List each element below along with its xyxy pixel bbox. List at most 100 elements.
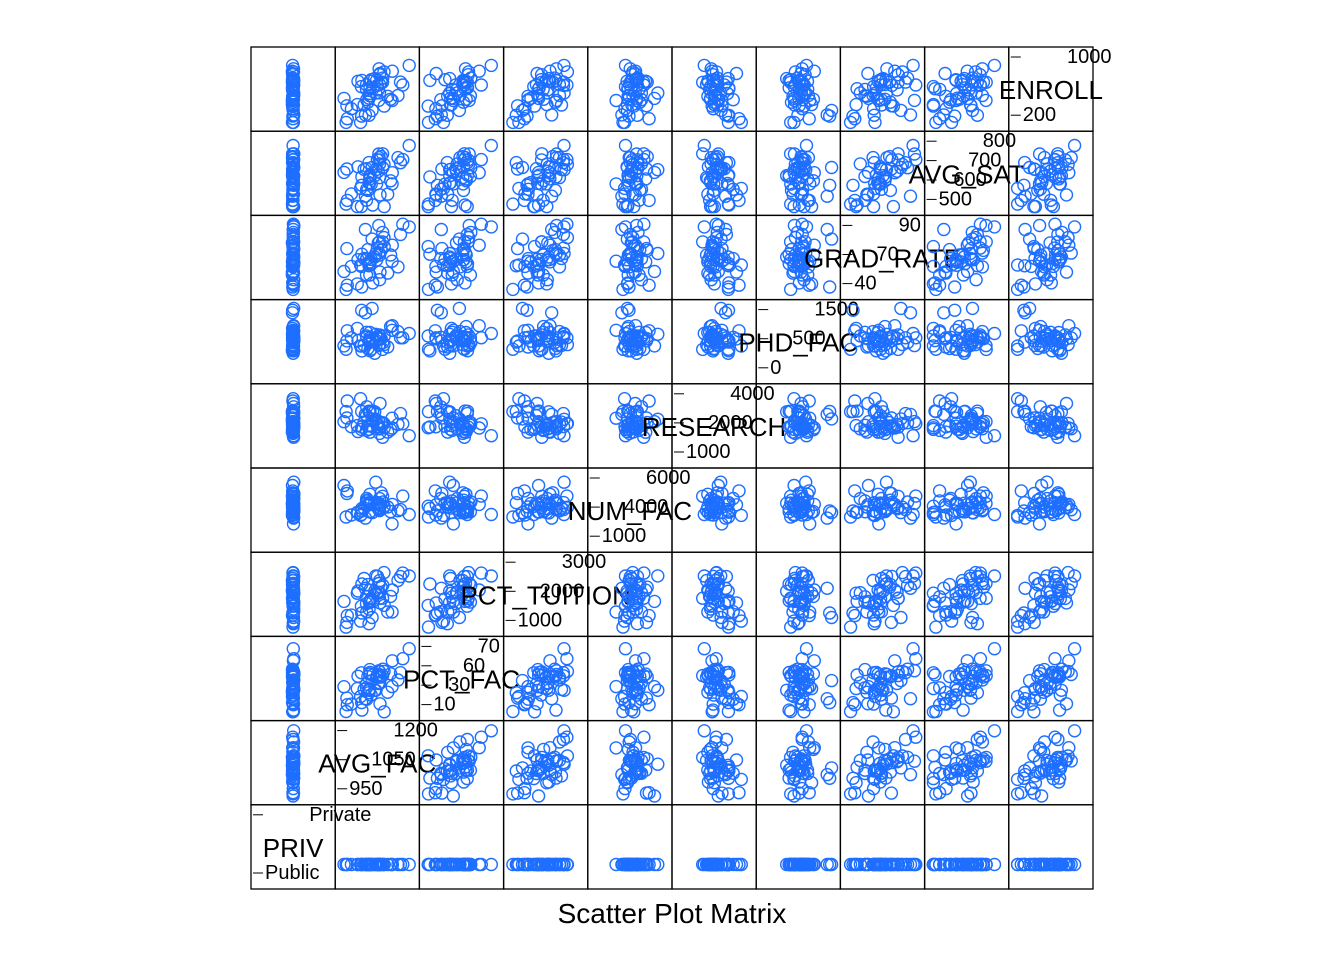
data-point [549,147,564,161]
data-point [903,407,918,422]
tick-label: Public [265,862,319,884]
data-point [651,757,665,771]
data-point [883,183,898,198]
data-point [979,664,993,678]
data-point [709,756,723,771]
data-point [456,177,470,191]
data-point [987,326,1002,341]
data-point [787,594,801,609]
data-point [484,326,498,341]
data-point [286,340,301,354]
data-point [721,303,736,317]
data-point [1018,222,1032,237]
data-point [337,339,351,353]
data-point [286,605,300,619]
data-point [552,88,567,103]
data-point [861,753,875,767]
data-point [873,177,887,191]
data-point [720,176,735,191]
data-point [722,333,736,348]
data-point [848,608,862,623]
data-point [393,75,408,89]
data-point [861,66,875,81]
data-point [970,227,984,242]
data-point [521,857,535,872]
data-point [402,429,416,443]
data-point [1051,502,1065,517]
data-point [939,425,953,439]
data-point [894,761,908,775]
data-point [970,108,985,123]
data-point [1062,583,1076,597]
data-point [795,732,809,747]
data-point [531,668,546,682]
data-point [1052,577,1067,591]
data-point [975,417,990,432]
data-point [907,147,922,161]
data-point [381,89,395,104]
data-point [979,338,993,353]
data-point [784,282,798,297]
data-point [965,301,980,316]
data-point [891,430,905,444]
data-point [720,498,735,512]
data-point [358,581,373,595]
data-point [786,187,800,201]
data-point [651,569,665,583]
data-point [1046,199,1061,214]
tick-label: 70 [877,244,899,266]
data-point [873,670,887,684]
data-point [622,178,636,193]
data-point [1053,688,1068,702]
data-point [373,697,387,711]
data-point [376,225,390,240]
data-point [958,763,972,777]
data-point [637,430,651,444]
data-point [801,260,816,274]
data-point [850,668,864,682]
data-point [1036,685,1051,699]
data-point [629,857,643,872]
data-point [285,81,300,95]
data-point [557,220,571,234]
data-point [874,605,889,619]
data-point [975,88,990,103]
data-point [948,109,962,123]
data-point [926,79,941,94]
data-point [629,73,643,88]
data-point [286,594,300,609]
data-point [484,58,498,73]
data-point [337,91,351,106]
data-point [697,58,711,73]
data-point [517,111,532,126]
data-point [973,217,988,231]
diagonal-label: AVG_SAT [909,159,1025,189]
data-point [462,147,476,161]
data-point [484,429,498,443]
data-point [453,260,467,274]
data-point [879,162,894,177]
data-point [557,58,571,73]
data-point [402,642,416,656]
data-point [942,765,957,779]
data-point [894,673,908,688]
data-point [907,664,922,678]
data-point [1028,251,1042,266]
data-point [975,735,990,749]
data-point [452,301,467,316]
data-point [527,705,542,719]
data-point [1018,189,1032,203]
data-point [506,197,520,211]
data-point [609,605,623,619]
data-point [628,763,642,778]
data-point [372,153,387,167]
data-point [709,730,723,744]
data-point [706,781,720,796]
data-point [784,787,798,801]
data-point [1027,199,1041,214]
data-point [1036,425,1051,439]
data-point [1010,342,1025,356]
data-point [615,222,629,237]
data-point [1059,396,1074,411]
data-point [1010,197,1025,211]
